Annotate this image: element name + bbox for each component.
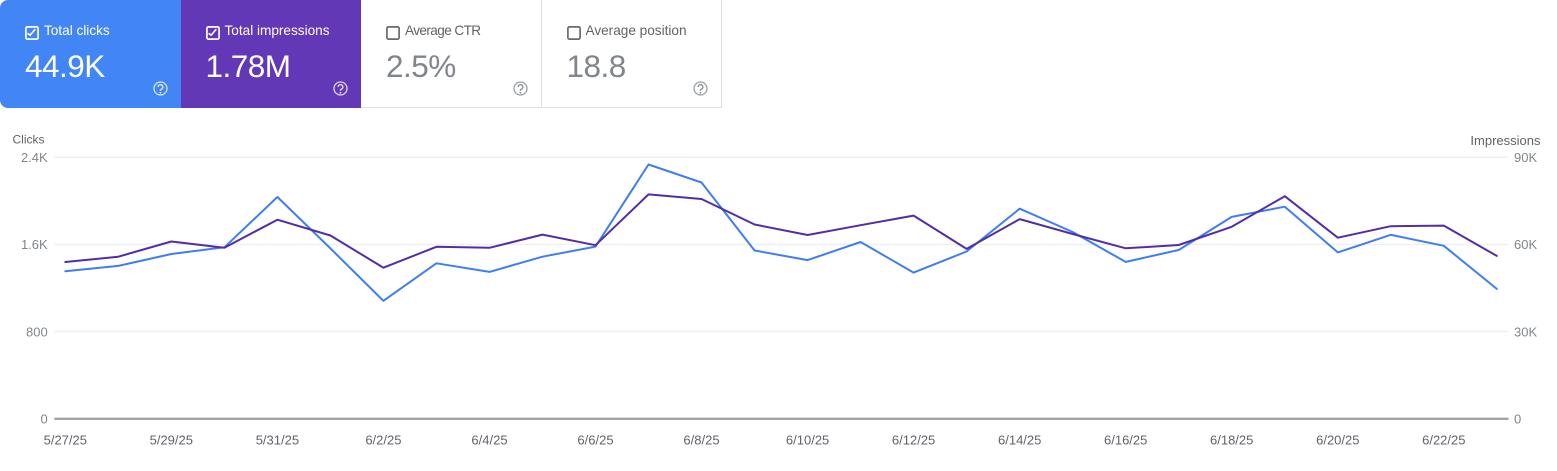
svg-text:6/12/25: 6/12/25 bbox=[892, 432, 935, 447]
svg-text:6/18/25: 6/18/25 bbox=[1210, 432, 1253, 447]
svg-text:6/8/25: 6/8/25 bbox=[683, 432, 719, 447]
svg-text:Impressions: Impressions bbox=[1470, 133, 1541, 148]
svg-text:6/2/25: 6/2/25 bbox=[365, 432, 401, 447]
svg-text:0: 0 bbox=[1514, 412, 1521, 427]
svg-text:6/22/25: 6/22/25 bbox=[1422, 432, 1465, 447]
svg-text:Clicks: Clicks bbox=[13, 132, 45, 146]
svg-text:6/14/25: 6/14/25 bbox=[998, 432, 1041, 447]
svg-text:2.4K: 2.4K bbox=[21, 150, 48, 165]
svg-text:30K: 30K bbox=[1514, 324, 1537, 339]
svg-text:90K: 90K bbox=[1514, 150, 1537, 165]
svg-text:6/16/25: 6/16/25 bbox=[1104, 432, 1147, 447]
svg-text:6/6/25: 6/6/25 bbox=[577, 432, 613, 447]
svg-text:5/29/25: 5/29/25 bbox=[150, 432, 193, 447]
svg-text:60K: 60K bbox=[1514, 237, 1537, 252]
svg-text:800: 800 bbox=[26, 324, 48, 339]
svg-text:6/4/25: 6/4/25 bbox=[471, 432, 507, 447]
svg-text:0: 0 bbox=[40, 412, 47, 427]
svg-text:6/20/25: 6/20/25 bbox=[1316, 432, 1359, 447]
svg-text:5/31/25: 5/31/25 bbox=[256, 432, 299, 447]
svg-text:5/27/25: 5/27/25 bbox=[44, 432, 87, 447]
svg-text:6/10/25: 6/10/25 bbox=[786, 432, 829, 447]
svg-text:1.6K: 1.6K bbox=[21, 237, 48, 252]
